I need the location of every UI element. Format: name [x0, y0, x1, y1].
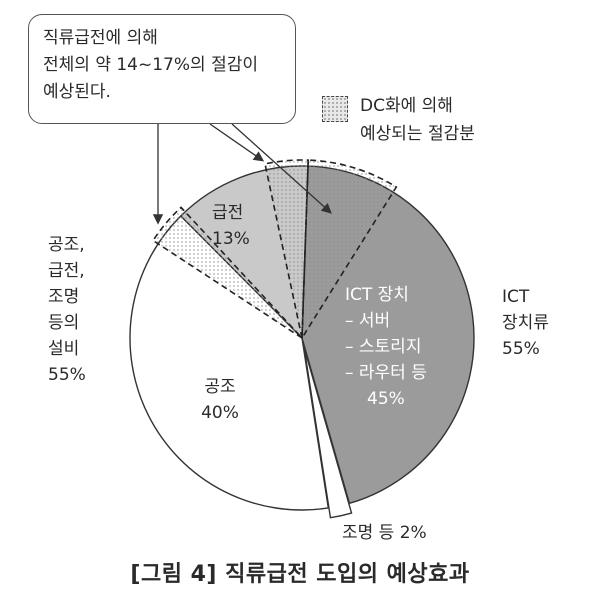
savings-wedge-3 [151, 206, 303, 339]
slice-label-lighting: 조명 등 2% [342, 523, 427, 543]
slice-label-power-value: 13% [212, 229, 250, 249]
savings-legend-line-2: 예상되는 절감분 [360, 124, 475, 144]
group-label-facilities-line-5: 설비 [48, 339, 80, 359]
slice-label-power-name: 급전 [212, 203, 244, 223]
savings-legend-line-1: DC화에 의해 [360, 96, 453, 116]
slice-label-ict-value: 45% [367, 389, 405, 409]
group-label-ict: ICT 장치류 55% [502, 284, 549, 362]
slice-label-ict-item-2: – 스토리지 [345, 337, 422, 357]
slice-label-ict-item-3: – 라우터 등 [345, 363, 427, 383]
group-label-facilities-line-2: 급전, [48, 261, 85, 281]
callout-line-3: 예상된다. [43, 82, 111, 102]
callout-line-2: 전체의 약 14~17%의 절감이 [43, 55, 258, 75]
savings-wedge-2 [264, 159, 310, 339]
slice-label-ict-item-1: – 서버 [345, 311, 391, 331]
callout-arrow-3 [231, 123, 332, 214]
group-label-facilities-line-6: 55% [48, 365, 86, 385]
callout-arrow-2 [209, 123, 265, 162]
group-label-facilities-line-1: 공조, [48, 235, 85, 255]
pie-slice-3 [129, 214, 330, 511]
slice-label-ict: ICT 장치 – 서버 – 스토리지 – 라우터 등 45% [345, 282, 427, 412]
pie-slice-2 [303, 347, 353, 519]
figure-caption: [그림 4] 직류급전 도입의 예상효과 [130, 562, 470, 587]
callout-line-1: 직류급전에 의해 [43, 28, 158, 48]
group-label-facilities-line-4: 등의 [48, 313, 80, 333]
group-label-ict-line-2: 장치류 [502, 313, 549, 333]
savings-legend-text: DC화에 의해 예상되는 절감분 [360, 92, 475, 148]
slice-label-power: 급전 13% [212, 200, 250, 252]
callout-box: 직류급전에 의해 전체의 약 14~17%의 절감이 예상된다. [28, 14, 296, 124]
group-label-ict-line-1: ICT [502, 287, 530, 307]
slice-label-aircon: 공조 40% [190, 374, 250, 426]
group-label-facilities-line-3: 조명 [48, 287, 80, 307]
savings-legend-swatch [322, 96, 348, 122]
group-label-facilities: 공조, 급전, 조명 등의 설비 55% [48, 232, 86, 388]
slice-label-ict-name: ICT 장치 [345, 285, 409, 305]
slice-label-aircon-name: 공조 [204, 377, 236, 397]
slice-label-aircon-value: 40% [201, 403, 239, 423]
group-label-ict-line-3: 55% [502, 339, 540, 359]
